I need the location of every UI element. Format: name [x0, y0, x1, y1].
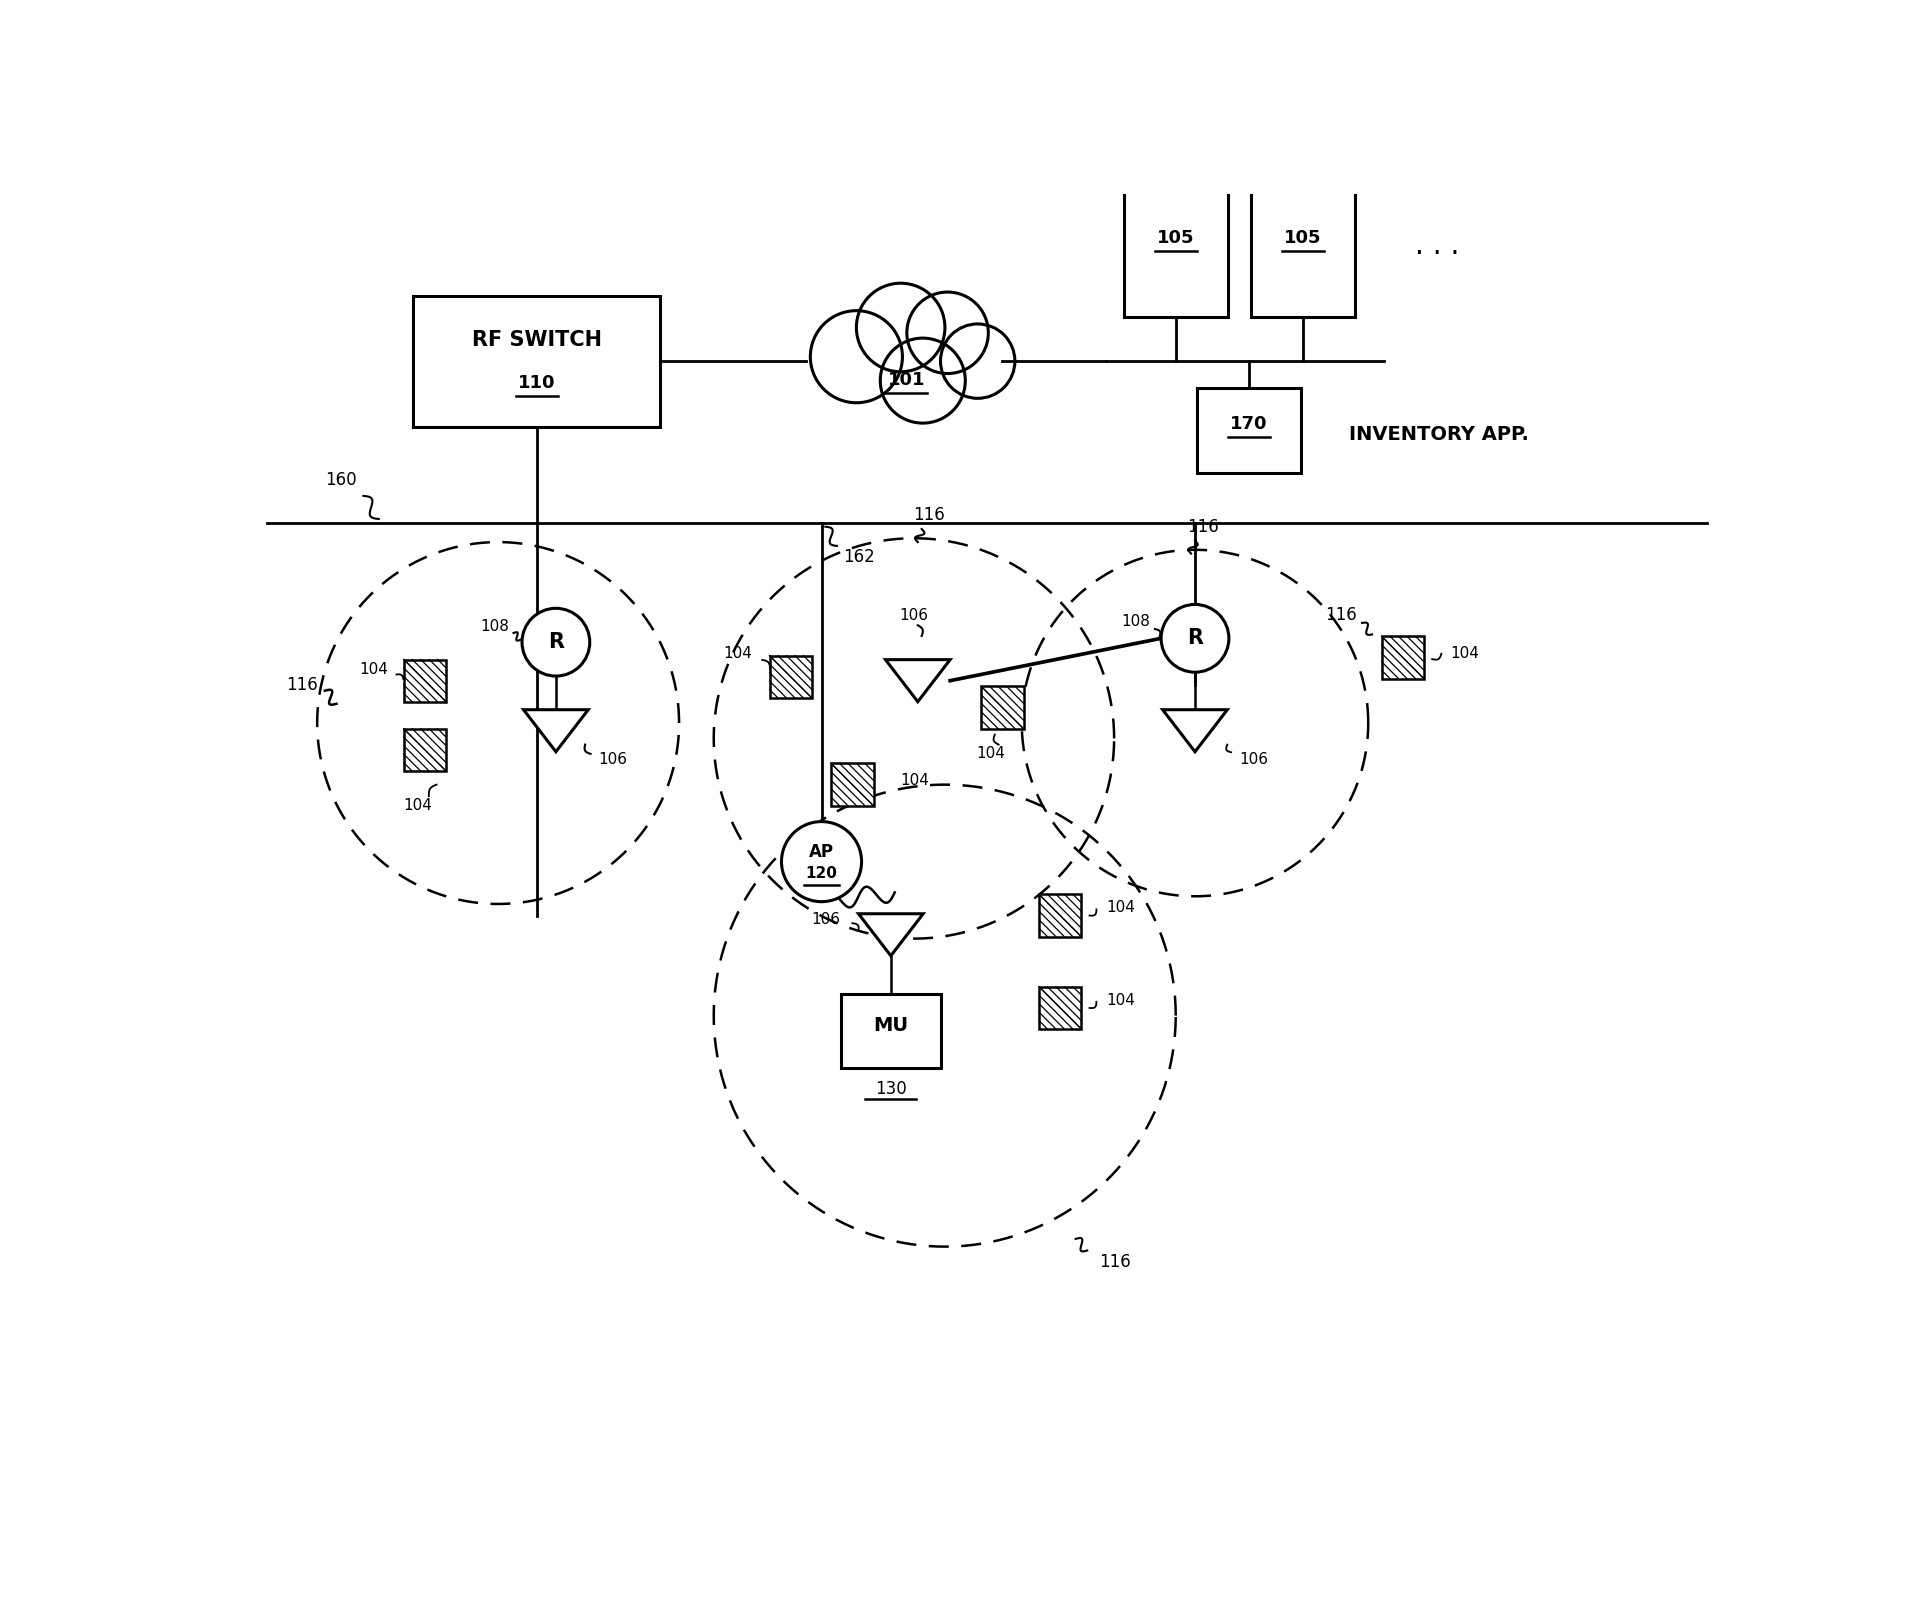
Text: 120: 120: [806, 867, 838, 881]
Text: 101: 101: [888, 372, 924, 390]
Text: 116: 116: [913, 506, 946, 524]
Text: 104: 104: [1451, 647, 1480, 661]
Bar: [831, 763, 873, 805]
Circle shape: [940, 323, 1014, 398]
Bar: [1039, 894, 1081, 936]
Circle shape: [856, 283, 946, 372]
Text: AP: AP: [810, 842, 835, 860]
Text: 160: 160: [325, 472, 356, 490]
Text: 106: 106: [812, 912, 840, 927]
Text: INVENTORY APP.: INVENTORY APP.: [1349, 425, 1529, 443]
Bar: [1124, 175, 1227, 317]
Text: MU: MU: [873, 1015, 909, 1035]
Ellipse shape: [852, 328, 986, 380]
Circle shape: [880, 338, 965, 424]
Text: 104: 104: [1106, 993, 1135, 1007]
Bar: [1252, 175, 1355, 317]
Bar: [404, 660, 446, 702]
Text: 116: 116: [1187, 517, 1219, 535]
Bar: [1382, 637, 1424, 679]
Text: 110: 110: [519, 374, 555, 391]
Bar: [982, 687, 1024, 729]
Text: 106: 106: [900, 608, 928, 623]
Text: 104: 104: [976, 747, 1005, 762]
Text: RF SWITCH: RF SWITCH: [471, 330, 601, 349]
Text: R: R: [1187, 629, 1204, 648]
Polygon shape: [524, 710, 588, 752]
Bar: [1196, 388, 1302, 472]
Text: R: R: [547, 632, 565, 652]
Polygon shape: [1162, 710, 1227, 752]
Text: 116: 116: [287, 676, 318, 694]
Text: . . .: . . .: [1414, 231, 1460, 260]
Text: 104: 104: [360, 661, 389, 676]
Text: 116: 116: [1324, 606, 1357, 624]
Text: 106: 106: [1240, 752, 1269, 768]
Circle shape: [810, 310, 901, 403]
Text: 104: 104: [723, 647, 752, 661]
Bar: [1039, 986, 1081, 1028]
Polygon shape: [859, 914, 923, 956]
Bar: [413, 296, 660, 427]
Text: 104: 104: [1106, 901, 1135, 915]
Text: 108: 108: [1122, 614, 1150, 629]
Bar: [404, 729, 446, 771]
Circle shape: [1162, 605, 1229, 673]
Circle shape: [781, 821, 861, 902]
Text: 170: 170: [1231, 416, 1267, 433]
Text: 105: 105: [1284, 230, 1321, 247]
Polygon shape: [886, 660, 949, 702]
Bar: [769, 655, 812, 699]
Text: 104: 104: [900, 773, 928, 787]
Text: 130: 130: [875, 1080, 907, 1098]
Text: 116: 116: [1099, 1253, 1131, 1271]
Text: 106: 106: [599, 752, 628, 768]
Bar: [840, 994, 942, 1067]
Circle shape: [523, 608, 590, 676]
Circle shape: [907, 293, 988, 374]
Text: 104: 104: [402, 797, 433, 813]
Text: 105: 105: [1156, 230, 1194, 247]
Text: 108: 108: [480, 619, 509, 634]
Text: 162: 162: [842, 548, 875, 566]
